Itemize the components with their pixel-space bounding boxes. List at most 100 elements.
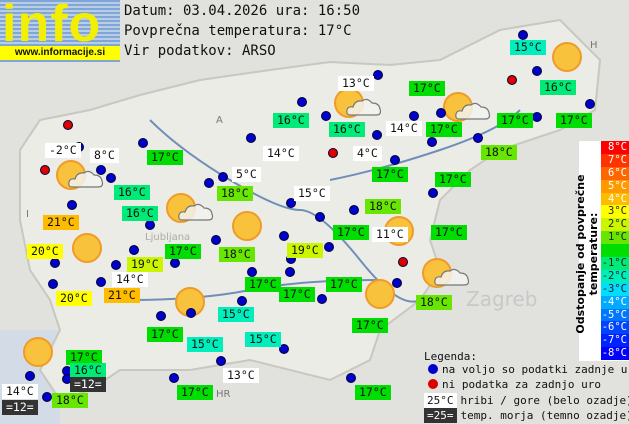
station-temperature: 17°C	[556, 113, 592, 128]
station-dot-icon[interactable]	[42, 392, 52, 402]
station-temperature: 18°C	[217, 186, 253, 201]
station-dot-icon[interactable]	[390, 155, 400, 165]
legend-title: Legenda:	[424, 350, 477, 363]
station-dot-icon[interactable]	[518, 30, 528, 40]
station-dot-icon[interactable]	[186, 308, 196, 318]
station-dot-icon[interactable]	[473, 133, 483, 143]
station-dot-icon[interactable]	[170, 258, 180, 268]
station-dot-icon[interactable]	[218, 172, 228, 182]
station-dot-icon[interactable]	[237, 296, 247, 306]
station-dot-icon[interactable]	[585, 99, 595, 109]
station-temperature: =12=	[2, 400, 38, 415]
legend-sea-text: temp. morja (temno ozadje)	[460, 409, 629, 422]
station-dot-icon[interactable]	[315, 212, 325, 222]
station-temperature: 5°C	[232, 167, 261, 182]
station-dot-icon[interactable]	[321, 111, 331, 121]
station-dot-icon[interactable]	[96, 277, 106, 287]
station-temperature: 17°C	[245, 277, 281, 292]
station-dot-icon[interactable]	[211, 235, 221, 245]
station-dot-icon[interactable]	[373, 70, 383, 80]
station-dot-icon[interactable]	[532, 66, 542, 76]
station-dot-icon[interactable]	[317, 294, 327, 304]
station-temperature: 18°C	[416, 295, 452, 310]
sun-icon	[232, 211, 262, 241]
scale-step: 8°C	[601, 141, 629, 154]
scale-step: -1°C	[601, 257, 629, 270]
station-dot-icon[interactable]	[349, 205, 359, 215]
station-dot-icon[interactable]	[204, 178, 214, 188]
station-temperature: 19°C	[287, 243, 323, 258]
scale-step: -4°C	[601, 295, 629, 309]
station-temperature: 20°C	[56, 291, 92, 306]
station-dot-icon[interactable]	[428, 188, 438, 198]
station-dot-icon[interactable]	[436, 108, 446, 118]
station-dot-icon[interactable]	[216, 356, 226, 366]
station-dot-icon[interactable]	[392, 278, 402, 288]
scale-step: 7°C	[601, 153, 629, 167]
station-dot-icon[interactable]	[138, 138, 148, 148]
station-temperature: 15°C	[218, 307, 254, 322]
missing-station-dot-icon[interactable]	[507, 75, 517, 85]
station-dot-icon[interactable]	[372, 130, 382, 140]
station-temperature: 17°C	[497, 113, 533, 128]
missing-station-dot-icon[interactable]	[328, 148, 338, 158]
logo-url[interactable]: www.informacije.si	[0, 46, 120, 60]
station-temperature: 15°C	[187, 337, 223, 352]
scale-title: Odstopanje od povprečne temperature:	[574, 174, 600, 334]
station-dot-icon[interactable]	[106, 173, 116, 183]
blue-dot-icon	[428, 364, 438, 374]
station-dot-icon[interactable]	[286, 198, 296, 208]
legend-available: na voljo so podatki zadnje ure	[428, 362, 629, 377]
missing-station-dot-icon[interactable]	[398, 257, 408, 267]
scale-step: 2°C	[601, 218, 629, 232]
station-dot-icon[interactable]	[169, 373, 179, 383]
station-dot-icon[interactable]	[532, 112, 542, 122]
station-dot-icon[interactable]	[246, 133, 256, 143]
station-temperature: 8°C	[90, 148, 119, 163]
station-dot-icon[interactable]	[145, 220, 155, 230]
station-dot-icon[interactable]	[156, 311, 166, 321]
hills-sample: 25°C	[424, 393, 457, 408]
station-temperature: 16°C	[540, 80, 576, 95]
station-dot-icon[interactable]	[25, 371, 35, 381]
station-dot-icon[interactable]	[50, 258, 60, 268]
red-dot-icon	[428, 379, 438, 389]
station-dot-icon[interactable]	[285, 267, 295, 277]
map-label-ljubljana: Ljubljana	[145, 232, 190, 243]
station-dot-icon[interactable]	[297, 97, 307, 107]
station-dot-icon[interactable]	[129, 245, 139, 255]
cloud-icon	[68, 170, 104, 188]
station-dot-icon[interactable]	[279, 344, 289, 354]
station-temperature: 13°C	[223, 368, 259, 383]
missing-station-dot-icon[interactable]	[40, 165, 50, 175]
station-dot-icon[interactable]	[48, 279, 58, 289]
station-dot-icon[interactable]	[111, 260, 121, 270]
station-temperature: 20°C	[27, 244, 63, 259]
map-label-austria: A	[216, 115, 223, 126]
station-temperature: 18°C	[219, 247, 255, 262]
station-temperature: 17°C	[409, 81, 445, 96]
logo[interactable]: info www.informacije.si	[0, 0, 120, 62]
station-dot-icon[interactable]	[67, 200, 77, 210]
scale-step: -2°C	[601, 269, 629, 283]
station-dot-icon[interactable]	[409, 111, 419, 121]
legend-hills-text: hribi / gore (belo ozadje)	[460, 394, 629, 407]
sun-icon	[23, 337, 53, 367]
station-dot-icon[interactable]	[96, 165, 106, 175]
station-temperature: 11°C	[372, 227, 408, 242]
station-dot-icon[interactable]	[427, 137, 437, 147]
scale-step: -3°C	[601, 282, 629, 296]
station-temperature: 14°C	[2, 384, 38, 399]
average-temperature: Povprečna temperatura: 17°C	[124, 23, 352, 39]
missing-station-dot-icon[interactable]	[63, 120, 73, 130]
station-dot-icon[interactable]	[279, 231, 289, 241]
station-dot-icon[interactable]	[324, 242, 334, 252]
scale-step: 3°C	[601, 205, 629, 219]
station-dot-icon[interactable]	[346, 373, 356, 383]
station-temperature: 17°C	[177, 385, 213, 400]
station-dot-icon[interactable]	[247, 267, 257, 277]
station-temperature: 17°C	[435, 172, 471, 187]
scale-step: 4°C	[601, 192, 629, 206]
station-temperature: 16°C	[114, 185, 150, 200]
map-label-zagreb: Zagreb	[466, 287, 537, 311]
